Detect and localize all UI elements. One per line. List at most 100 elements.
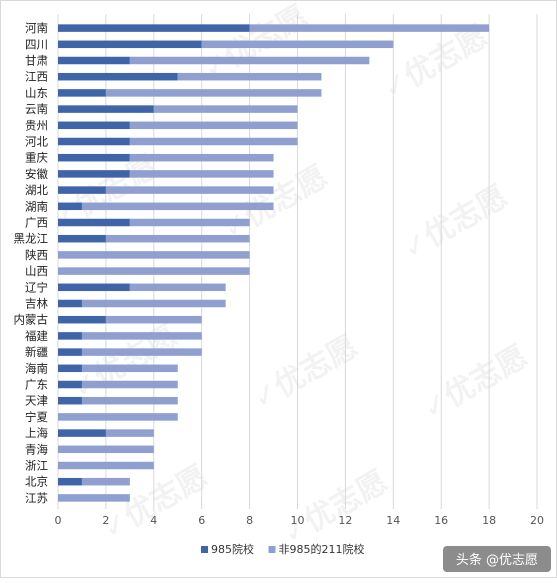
x-tick-label: 8 bbox=[246, 514, 253, 527]
credit-background bbox=[443, 546, 551, 572]
legend: 985院校 非985的211院校 bbox=[201, 542, 365, 556]
category-label: 福建 bbox=[25, 329, 48, 343]
bar-吉林-series-0 bbox=[58, 299, 82, 308]
category-label: 宁夏 bbox=[25, 410, 48, 424]
bar-重庆-series-0 bbox=[58, 153, 130, 162]
bar-黑龙江-series-0 bbox=[58, 234, 106, 243]
x-tick-label: 6 bbox=[198, 514, 205, 527]
bar-内蒙古-series-1 bbox=[105, 315, 202, 324]
x-tick-label: 18 bbox=[482, 514, 496, 527]
bar-陕西-series-1 bbox=[58, 251, 250, 259]
category-label: 浙江 bbox=[25, 459, 48, 473]
x-tick-label: 10 bbox=[291, 514, 305, 527]
bar-山东-series-1 bbox=[105, 89, 322, 97]
bar-云南-series-0 bbox=[58, 105, 154, 113]
bar-广东-series-1 bbox=[81, 380, 178, 389]
bar-云南-series-1 bbox=[153, 105, 298, 113]
category-label: 重庆 bbox=[25, 151, 48, 165]
category-label: 北京 bbox=[25, 475, 48, 489]
category-label: 贵州 bbox=[25, 118, 48, 132]
legend-swatch-1 bbox=[268, 546, 276, 553]
x-tick-label: 14 bbox=[386, 514, 400, 527]
bar-海南-series-0 bbox=[58, 364, 82, 373]
bar-内蒙古-series-0 bbox=[58, 315, 106, 324]
x-axis-tick-labels: 0 2 4 6 8 10 12 14 16 18 20 bbox=[55, 514, 545, 527]
category-label: 吉林 bbox=[25, 297, 48, 311]
category-label: 海南 bbox=[25, 361, 48, 375]
category-label: 天津 bbox=[25, 394, 48, 408]
bar-江西-series-1 bbox=[177, 72, 322, 81]
bar-江西-series-0 bbox=[58, 72, 178, 81]
category-label: 上海 bbox=[25, 426, 48, 440]
bar-福建-series-1 bbox=[81, 332, 202, 340]
category-label: 安徽 bbox=[25, 167, 48, 181]
credit-text: 头条 @优志愿 bbox=[456, 552, 538, 568]
category-label: 广东 bbox=[25, 378, 48, 392]
category-label: 湖北 bbox=[25, 183, 48, 197]
category-label: 云南 bbox=[25, 102, 48, 116]
x-tick-label: 20 bbox=[530, 514, 544, 527]
category-label: 山西 bbox=[25, 264, 48, 278]
bar-重庆-series-1 bbox=[129, 153, 274, 162]
bar-安徽-series-1 bbox=[129, 170, 274, 178]
category-label: 江西 bbox=[25, 70, 48, 84]
bar-北京-series-1 bbox=[81, 477, 130, 486]
x-tick-label: 4 bbox=[150, 514, 157, 527]
legend-swatch-0 bbox=[201, 546, 208, 553]
bar-新疆-series-1 bbox=[81, 348, 202, 356]
bar-辽宁-series-1 bbox=[129, 283, 226, 292]
bar-吉林-series-1 bbox=[81, 299, 226, 308]
bar-北京-series-0 bbox=[58, 477, 82, 486]
bar-浙江-series-1 bbox=[58, 461, 154, 470]
category-label: 四川 bbox=[25, 37, 48, 51]
bar-贵州-series-1 bbox=[129, 121, 298, 130]
category-label: 广西 bbox=[25, 216, 48, 230]
category-label: 青海 bbox=[25, 442, 48, 456]
bar-青海-series-1 bbox=[58, 445, 154, 454]
bar-宁夏-series-1 bbox=[58, 413, 178, 421]
bars-layer bbox=[58, 24, 490, 502]
bar-湖北-series-0 bbox=[58, 186, 106, 194]
category-label: 甘肃 bbox=[25, 54, 48, 68]
category-label: 陕西 bbox=[25, 248, 48, 262]
category-label: 山东 bbox=[25, 86, 48, 100]
category-label: 江苏 bbox=[25, 491, 48, 505]
x-tick-label: 12 bbox=[338, 514, 352, 527]
bar-黑龙江-series-1 bbox=[105, 234, 250, 243]
bar-四川-series-1 bbox=[201, 40, 394, 49]
bar-河北-series-0 bbox=[58, 137, 130, 146]
bar-福建-series-0 bbox=[58, 332, 82, 340]
bar-河南-series-1 bbox=[249, 24, 490, 32]
category-label: 黑龙江 bbox=[14, 232, 49, 246]
bar-海南-series-1 bbox=[81, 364, 178, 373]
bar-天津-series-0 bbox=[58, 396, 82, 405]
category-label: 内蒙古 bbox=[14, 313, 49, 327]
category-label: 辽宁 bbox=[25, 280, 48, 294]
category-label: 新疆 bbox=[25, 345, 48, 359]
bar-湖南-series-0 bbox=[58, 202, 82, 211]
bar-河北-series-1 bbox=[129, 137, 298, 146]
bar-甘肃-series-1 bbox=[129, 56, 370, 65]
bar-广东-series-0 bbox=[58, 380, 82, 389]
bar-湖北-series-1 bbox=[105, 186, 274, 194]
legend-label-1: 非985的211院校 bbox=[279, 542, 365, 556]
bar-河南-series-0 bbox=[58, 24, 250, 32]
bar-山西-series-1 bbox=[58, 267, 250, 275]
bar-上海-series-1 bbox=[105, 429, 154, 437]
bar-广西-series-0 bbox=[58, 218, 130, 227]
category-label: 河北 bbox=[25, 135, 48, 149]
bar-贵州-series-0 bbox=[58, 121, 130, 130]
bar-江苏-series-1 bbox=[58, 494, 130, 502]
x-tick-label: 0 bbox=[55, 514, 62, 527]
legend-label-0: 985院校 bbox=[211, 542, 254, 556]
bar-湖南-series-1 bbox=[81, 202, 274, 211]
category-label: 河南 bbox=[25, 21, 48, 35]
credit-badge: 头条 @优志愿 bbox=[443, 546, 551, 572]
category-labels: 河南四川甘肃江西山东云南贵州河北重庆安徽湖北湖南广西黑龙江陕西山西辽宁吉林内蒙古… bbox=[14, 21, 49, 505]
bar-广西-series-1 bbox=[129, 218, 250, 227]
x-tick-label: 2 bbox=[102, 514, 109, 527]
bar-上海-series-0 bbox=[58, 429, 106, 437]
bar-天津-series-1 bbox=[81, 396, 178, 405]
